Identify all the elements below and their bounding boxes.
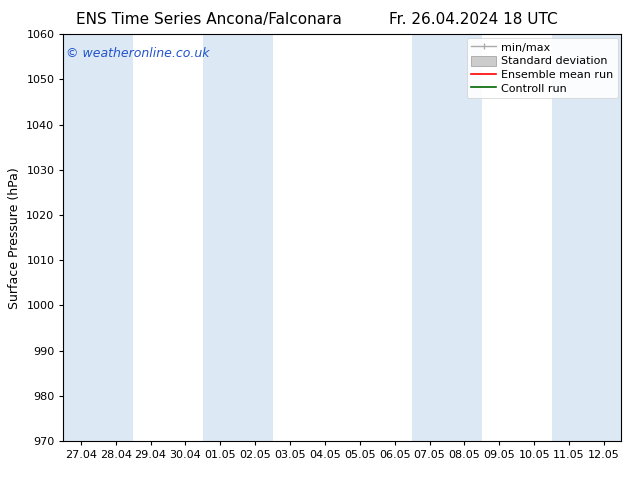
Legend: min/max, Standard deviation, Ensemble mean run, Controll run: min/max, Standard deviation, Ensemble me… <box>467 38 618 98</box>
Y-axis label: Surface Pressure (hPa): Surface Pressure (hPa) <box>8 167 21 309</box>
Bar <box>412 34 482 441</box>
Bar <box>203 34 273 441</box>
Text: © weatheronline.co.uk: © weatheronline.co.uk <box>66 47 210 59</box>
Bar <box>552 34 621 441</box>
Text: Fr. 26.04.2024 18 UTC: Fr. 26.04.2024 18 UTC <box>389 12 558 27</box>
Text: ENS Time Series Ancona/Falconara: ENS Time Series Ancona/Falconara <box>76 12 342 27</box>
Bar <box>63 34 133 441</box>
